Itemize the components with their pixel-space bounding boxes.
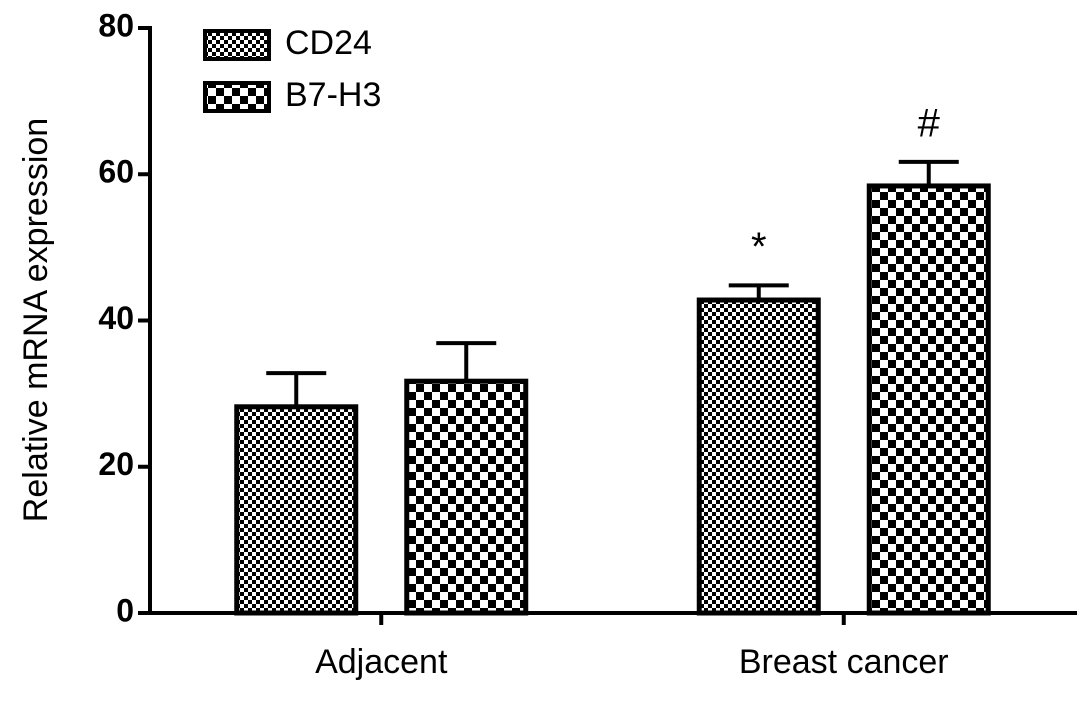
y-tick-label: 80 [98,7,134,43]
x-tick-label: Breast cancer [739,643,949,681]
y-axis-label: Relative mRNA expression [17,118,55,522]
y-tick-label: 20 [98,446,134,482]
annotation: * [751,225,767,269]
legend-swatch [203,81,271,113]
y-tick-label: 0 [116,592,134,628]
y-tick-label: 40 [98,300,134,336]
legend-label: CD24 [285,24,372,62]
legend-label: B7-H3 [285,76,381,114]
legend-swatch [203,29,271,61]
bar [404,378,529,616]
x-tick-label: Adjacent [315,643,448,681]
annotation: # [918,101,941,145]
y-tick-label: 60 [98,154,134,190]
bar [866,183,991,616]
bar [696,297,821,616]
bar [234,404,359,616]
